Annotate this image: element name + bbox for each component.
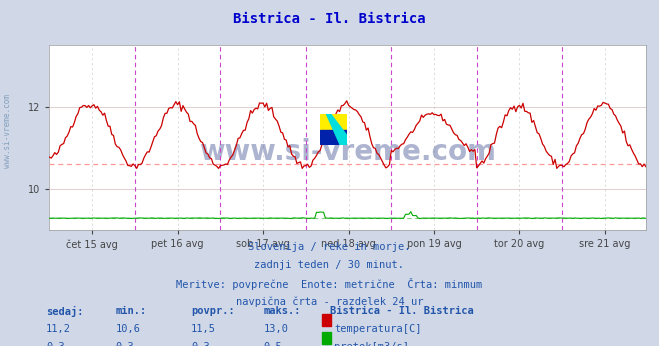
Text: 0,3: 0,3 bbox=[46, 342, 65, 346]
Text: maks.:: maks.: bbox=[264, 306, 301, 316]
Text: Bistrica - Il. Bistrica: Bistrica - Il. Bistrica bbox=[233, 12, 426, 26]
Polygon shape bbox=[327, 114, 347, 145]
Text: 11,2: 11,2 bbox=[46, 324, 71, 334]
Text: sedaj:: sedaj: bbox=[46, 306, 84, 317]
Text: www.si-vreme.com: www.si-vreme.com bbox=[3, 94, 13, 169]
Text: 0,3: 0,3 bbox=[191, 342, 210, 346]
Text: 13,0: 13,0 bbox=[264, 324, 289, 334]
Text: 0,5: 0,5 bbox=[264, 342, 282, 346]
Polygon shape bbox=[320, 130, 347, 145]
Text: 0,3: 0,3 bbox=[115, 342, 134, 346]
Text: Bistrica - Il. Bistrica: Bistrica - Il. Bistrica bbox=[330, 306, 473, 316]
Text: Slovenija / reke in morje.: Slovenija / reke in morje. bbox=[248, 242, 411, 252]
Text: zadnji teden / 30 minut.: zadnji teden / 30 minut. bbox=[254, 260, 405, 270]
Text: Meritve: povprečne  Enote: metrične  Črta: minmum: Meritve: povprečne Enote: metrične Črta:… bbox=[177, 278, 482, 290]
Text: pretok[m3/s]: pretok[m3/s] bbox=[334, 342, 409, 346]
Text: temperatura[C]: temperatura[C] bbox=[334, 324, 422, 334]
Text: www.si-vreme.com: www.si-vreme.com bbox=[199, 138, 496, 166]
Text: navpična črta - razdelek 24 ur: navpična črta - razdelek 24 ur bbox=[236, 296, 423, 307]
Text: 11,5: 11,5 bbox=[191, 324, 216, 334]
Polygon shape bbox=[320, 114, 347, 130]
Text: min.:: min.: bbox=[115, 306, 146, 316]
Text: povpr.:: povpr.: bbox=[191, 306, 235, 316]
Text: 10,6: 10,6 bbox=[115, 324, 140, 334]
